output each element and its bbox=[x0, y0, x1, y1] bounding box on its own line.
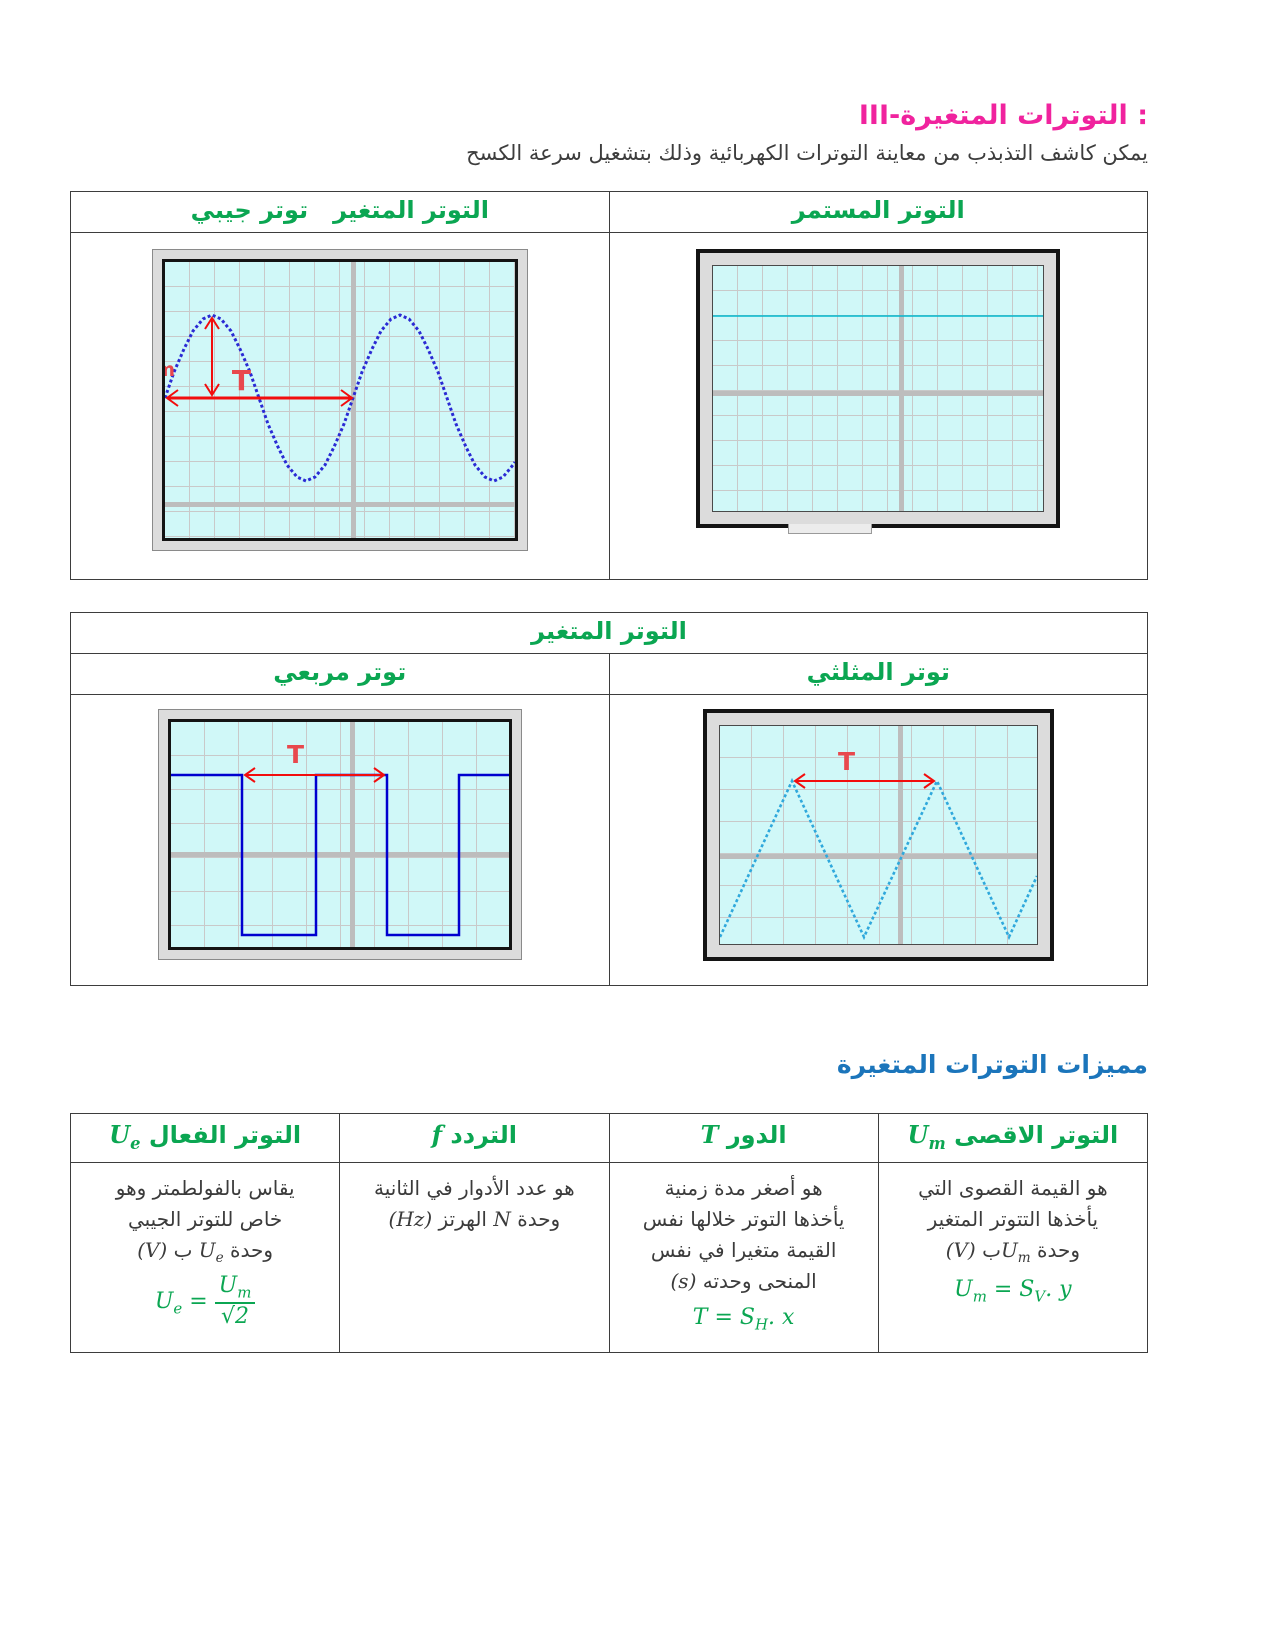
arrowhead-right-icon bbox=[923, 773, 936, 789]
um-line1: هو القيمة القصوى التي bbox=[918, 1175, 1108, 1200]
square-waveform bbox=[170, 773, 509, 937]
frequency-column-header: التردد f bbox=[339, 1114, 608, 1162]
sine-wave-plot: Um T bbox=[164, 313, 515, 483]
arrowhead-left-icon bbox=[243, 767, 256, 783]
bottom-whitespace bbox=[70, 1353, 1148, 1650]
table-body-row: T T bbox=[71, 694, 1147, 985]
ue-column-cell: يقاس بالفولطمتر وهو خاص للتوتر الجيبي وح… bbox=[71, 1163, 339, 1353]
oscilloscope-frame: T bbox=[157, 709, 522, 960]
um-symbol: Um bbox=[907, 1120, 946, 1153]
ue-symbol: Ue bbox=[109, 1120, 141, 1153]
oscilloscope-tab bbox=[788, 524, 873, 534]
dc-voltage-header: التوتر المستمر bbox=[608, 192, 1148, 232]
oscilloscope-screen: Um T bbox=[161, 259, 518, 541]
oscilloscope-frame: Um T bbox=[151, 249, 528, 551]
table-header-row: التوتر المتغير bbox=[71, 613, 1147, 653]
um-line2: يأخذها التتوتر المتغير bbox=[927, 1206, 1099, 1231]
arrowhead-right-icon bbox=[340, 389, 354, 407]
oscilloscope-screen bbox=[712, 265, 1045, 512]
amplitude-label: Um bbox=[165, 344, 175, 381]
triangle-waveform bbox=[719, 777, 1037, 941]
arrowhead-up-icon bbox=[203, 316, 220, 330]
ue-formula: Ue = Um √2 bbox=[155, 1273, 256, 1331]
features-header-row: التوتر الاقصى Um الدور T التردد f التوتر… bbox=[71, 1114, 1147, 1162]
variable-voltage-header: التوتر المتغير bbox=[531, 617, 687, 645]
features-table: التوتر الاقصى Um الدور T التردد f التوتر… bbox=[70, 1113, 1148, 1354]
square-voltage-header: توتر مربعي bbox=[273, 658, 407, 686]
um-header-text: التوتر الاقصى bbox=[954, 1121, 1119, 1149]
ue-unit-line: وحدة Ue ب (V) bbox=[137, 1237, 274, 1266]
triangle-voltage-header: توتر المثلثي bbox=[608, 654, 1148, 694]
period-label: T bbox=[287, 740, 304, 769]
arrowhead-right-icon bbox=[373, 767, 386, 783]
um-column-cell: هو القيمة القصوى التي يأخذها التتوتر الم… bbox=[877, 1162, 1147, 1353]
square-voltage-cell: T bbox=[71, 695, 609, 985]
period-label: T bbox=[838, 747, 855, 776]
period-column-header: الدور T bbox=[608, 1114, 878, 1162]
arrowhead-left-icon bbox=[165, 389, 179, 407]
um-column-header: التوتر الاقصى Um bbox=[877, 1114, 1147, 1162]
oscilloscope-frame bbox=[696, 249, 1061, 534]
period-unit-line: المنحى وحدته (s) bbox=[670, 1268, 817, 1293]
ue-column-header: التوتر الفعال Ue bbox=[71, 1114, 339, 1162]
frequency-unit-line: وحدة N الهرتز (Hz) bbox=[388, 1206, 561, 1231]
period-line3: القيمة متغيرا في نفس bbox=[650, 1237, 837, 1262]
features-body-row: هو القيمة القصوى التي يأخذها التتوتر الم… bbox=[71, 1161, 1147, 1353]
period-label: T bbox=[232, 364, 251, 397]
frequency-column-cell: هو عدد الأدوار في الثانية وحدة N الهرتز … bbox=[339, 1162, 608, 1353]
page-title: III-التوترات المتغيرة : bbox=[858, 100, 1148, 131]
arrowhead-down-icon bbox=[203, 383, 220, 397]
page-content: III-التوترات المتغيرة : يمكن كاشف التذبذ… bbox=[70, 0, 1148, 1650]
oscilloscope-screen: T bbox=[167, 719, 512, 950]
frequency-line1: هو عدد الأدوار في الثانية bbox=[374, 1175, 575, 1200]
features-heading: مميزات التوترات المتغيرة bbox=[836, 1050, 1148, 1079]
period-formula: T = SH. x bbox=[692, 1304, 795, 1334]
table-subheader-row: توتر المثلثي توتر مربعي bbox=[71, 653, 1147, 694]
period-column-cell: هو أصغر مدة زمنية يأخذها التوتر خلالها ن… bbox=[608, 1162, 878, 1353]
triangle-voltage-cell: T bbox=[608, 695, 1148, 985]
table-header-row: التوتر المستمر التوتر المتغير توتر جيبي bbox=[71, 192, 1147, 232]
dc-voltage-cell bbox=[608, 233, 1148, 579]
um-formula: Um = SV. y bbox=[954, 1276, 1072, 1306]
period-symbol: T bbox=[700, 1120, 719, 1149]
page-subtitle: يمكن كاشف التذبذب من معاينة التوترات الك… bbox=[466, 141, 1148, 165]
triangle-wave-plot: T bbox=[719, 747, 1037, 941]
period-line2: يأخذها التوتر خلالها نفس bbox=[642, 1206, 845, 1231]
sine-voltage-cell: Um T bbox=[71, 233, 609, 579]
sine-waveform bbox=[164, 313, 515, 483]
oscilloscope-screen: T bbox=[718, 725, 1038, 945]
ue-line1: يقاس بالفولطمتر وهو bbox=[115, 1175, 295, 1200]
um-unit-line: وحدة Umب (V) bbox=[945, 1237, 1081, 1266]
voltage-types-table: التوتر المستمر التوتر المتغير توتر جيبي bbox=[70, 191, 1148, 580]
frequency-header-text: التردد bbox=[450, 1121, 518, 1149]
variable-voltage-table: التوتر المتغير توتر المثلثي توتر مربعي bbox=[70, 612, 1148, 986]
square-wave-plot: T bbox=[170, 740, 509, 937]
period-line1: هو أصغر مدة زمنية bbox=[664, 1175, 823, 1200]
arrowhead-left-icon bbox=[793, 773, 806, 789]
table-body-row: Um T bbox=[71, 232, 1147, 579]
sine-voltage-header: التوتر المتغير توتر جيبي bbox=[190, 196, 489, 224]
period-header-text: الدور bbox=[726, 1121, 787, 1149]
dc-trace-plot bbox=[713, 315, 1044, 317]
frequency-symbol: f bbox=[431, 1120, 443, 1149]
ue-line2: خاص للتوتر الجيبي bbox=[127, 1206, 283, 1231]
oscilloscope-frame: T bbox=[702, 709, 1054, 961]
ue-header-text: التوتر الفعال bbox=[148, 1121, 302, 1149]
